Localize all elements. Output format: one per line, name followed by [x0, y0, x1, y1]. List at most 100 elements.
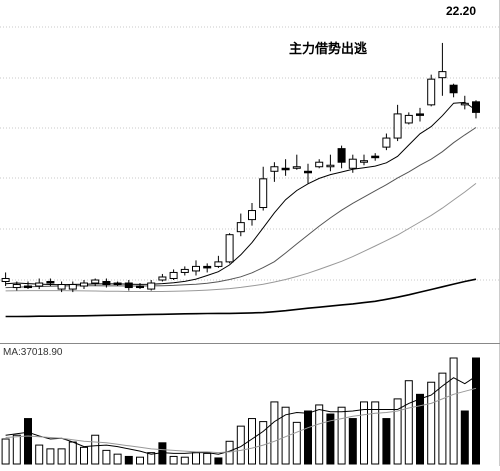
candle [281, 159, 290, 176]
candle [270, 162, 279, 182]
candle-body [382, 137, 391, 148]
candle [214, 255, 223, 268]
candle [315, 159, 324, 169]
candle-body [404, 114, 413, 124]
volume-bar [35, 444, 44, 465]
volume-ma-label: MA:37018.90 [3, 347, 63, 358]
candle-body [259, 178, 268, 209]
volume-bar [404, 380, 413, 465]
candle [225, 233, 234, 264]
candle [371, 153, 380, 161]
candle [427, 74, 436, 107]
candle-body [360, 160, 368, 163]
candle-body [136, 285, 144, 289]
candle-body [248, 210, 256, 221]
candle-body [180, 268, 189, 273]
vol-ma-short-line [5, 375, 477, 455]
ma-mid-line [5, 127, 477, 289]
candle-body [124, 282, 133, 289]
candle [248, 202, 256, 226]
ma-short-line [5, 101, 477, 286]
volume-bar [1, 438, 10, 465]
annotation-text: 主力借势出逃 [289, 41, 368, 56]
candle-body [68, 284, 77, 290]
volume-bar [91, 434, 100, 465]
volume-bar [371, 401, 380, 465]
candlesticks [1, 42, 480, 293]
candle [24, 281, 32, 290]
volume-bar [136, 456, 144, 465]
volume-bar [113, 453, 122, 465]
candle [192, 260, 200, 276]
volume-bar [472, 357, 480, 465]
candle [124, 280, 133, 291]
candle-body [46, 281, 55, 284]
candle [158, 273, 167, 282]
candle-body [113, 282, 122, 286]
candle-body [304, 170, 312, 174]
candle-body [438, 71, 447, 79]
candle [203, 263, 212, 273]
candle [348, 154, 357, 173]
candle [57, 281, 66, 293]
volume-bar [192, 452, 200, 465]
volume-bar [270, 401, 279, 465]
candle-body [91, 279, 100, 284]
candle-body [416, 113, 424, 116]
candle [35, 278, 44, 290]
candle [393, 104, 402, 142]
candle-body [348, 158, 357, 169]
candle-body [80, 282, 88, 287]
candle-body [315, 161, 324, 168]
candle-body [236, 222, 245, 233]
candle [360, 154, 368, 166]
candle [472, 100, 480, 119]
volume-bar [102, 449, 111, 465]
candle [147, 280, 156, 291]
candle-body [35, 282, 44, 287]
volume-bar [259, 421, 268, 465]
candle-body [214, 261, 223, 267]
candle-body [203, 265, 212, 269]
volume-bar [304, 410, 312, 465]
volume-bar [169, 455, 178, 465]
volume-bar [292, 421, 301, 465]
candle [449, 83, 458, 98]
volume-bar [248, 418, 256, 465]
candle-body [337, 148, 346, 163]
candle-body [12, 284, 21, 289]
candle-body [225, 234, 234, 263]
candle [80, 280, 88, 290]
vol-ma-mid-line [5, 387, 477, 454]
candle-body [158, 276, 167, 281]
candle [102, 278, 111, 288]
volume-bar [80, 446, 88, 465]
candle [180, 266, 189, 276]
volume-bar [326, 413, 335, 465]
candle-body [57, 284, 66, 290]
volume-bars [1, 357, 480, 465]
candle [46, 278, 55, 287]
volume-bar [348, 418, 357, 465]
candle-body [371, 155, 380, 159]
volume-bar [180, 456, 189, 465]
volume-bar [203, 452, 212, 465]
candle-body [24, 285, 32, 289]
candle [113, 281, 122, 287]
ma-xlong-line [5, 278, 477, 318]
candle [460, 95, 469, 110]
volume-bar [360, 401, 368, 465]
volume-bar [460, 410, 469, 465]
volume-bar [24, 418, 32, 465]
candle-body [393, 113, 402, 139]
candle-body [270, 166, 279, 172]
volume-bar [147, 452, 156, 465]
candle-body [460, 102, 469, 106]
high-price-label: 22.20 [446, 4, 476, 18]
candle [416, 107, 424, 122]
candle-body [281, 167, 290, 171]
volume-bar [427, 381, 436, 465]
volume-bar [236, 425, 245, 465]
